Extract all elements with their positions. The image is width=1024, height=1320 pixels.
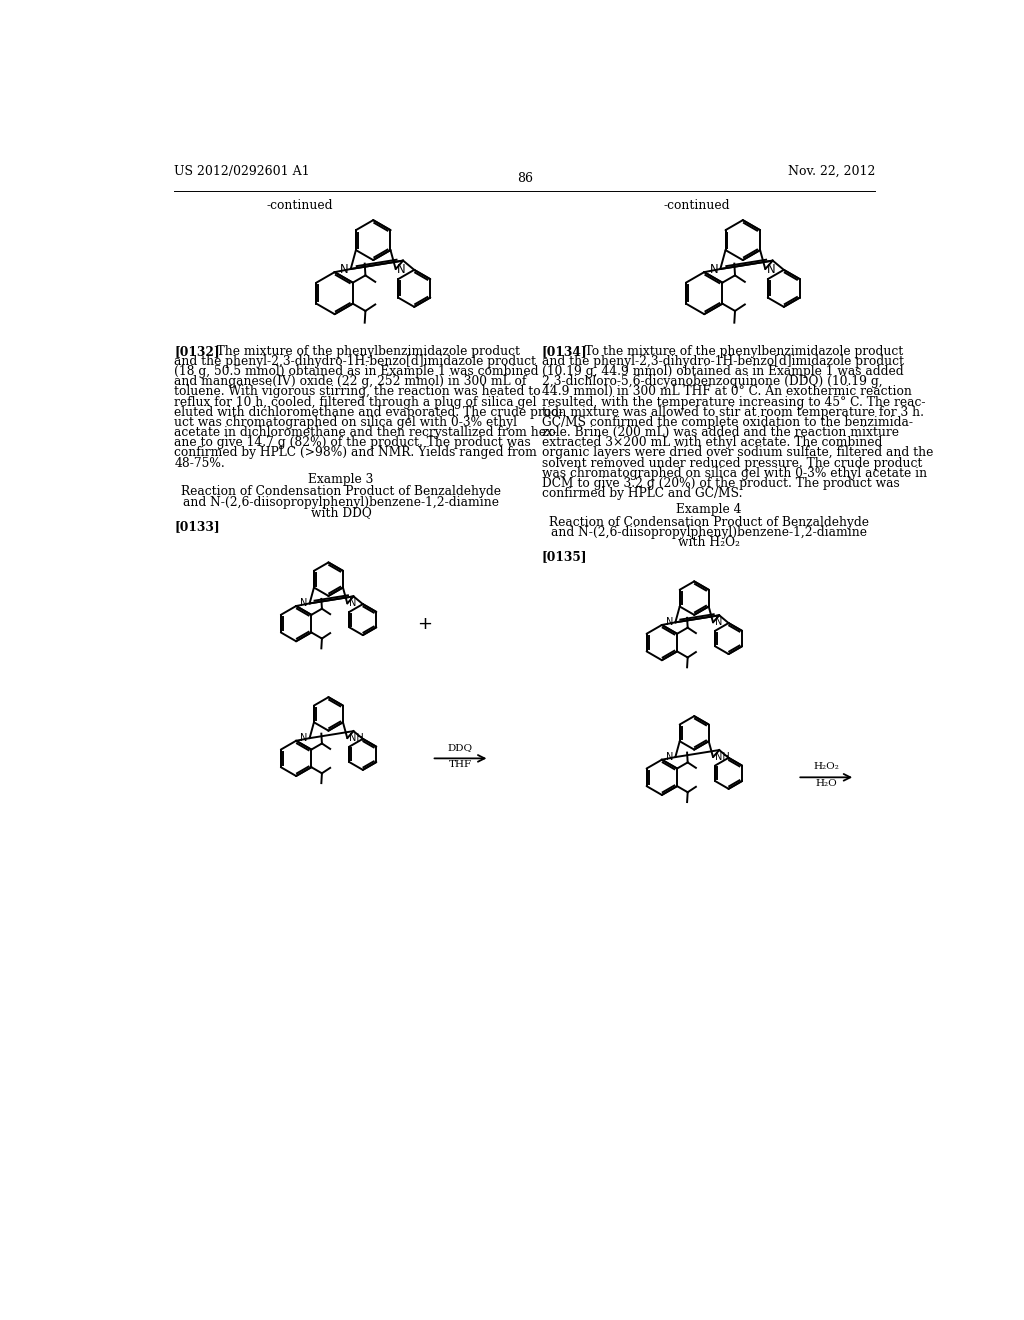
- Text: 44.9 mmol) in 300 mL THF at 0° C. An exothermic reaction: 44.9 mmol) in 300 mL THF at 0° C. An exo…: [542, 385, 911, 399]
- Text: and manganese(IV) oxide (22 g, 252 mmol) in 300 mL of: and manganese(IV) oxide (22 g, 252 mmol)…: [174, 375, 526, 388]
- Text: The mixture of the phenylbenzimidazole product: The mixture of the phenylbenzimidazole p…: [205, 345, 520, 358]
- Text: Nov. 22, 2012: Nov. 22, 2012: [787, 165, 876, 178]
- Text: -continued: -continued: [664, 199, 730, 213]
- Text: N: N: [710, 263, 718, 276]
- Text: [0135]: [0135]: [542, 550, 587, 564]
- Text: NH: NH: [715, 752, 729, 762]
- Text: eluted with dichloromethane and evaporated. The crude prod-: eluted with dichloromethane and evaporat…: [174, 405, 563, 418]
- Text: with DDQ: with DDQ: [310, 506, 372, 519]
- Text: -continued: -continued: [266, 199, 333, 213]
- Text: N: N: [666, 618, 673, 627]
- Text: acetate in dichloromethane and then recrystallized from hex-: acetate in dichloromethane and then recr…: [174, 426, 557, 440]
- Text: DCM to give 3.2 g (20%) of the product. The product was: DCM to give 3.2 g (20%) of the product. …: [542, 477, 899, 490]
- Text: [0133]: [0133]: [174, 520, 220, 533]
- Text: confirmed by HPLC and GC/MS.: confirmed by HPLC and GC/MS.: [542, 487, 742, 500]
- Text: GC/MS confirmed the complete oxidation to the benzimida-: GC/MS confirmed the complete oxidation t…: [542, 416, 912, 429]
- Text: (10.19 g, 44.9 mmol) obtained as in Example 1 was added: (10.19 g, 44.9 mmol) obtained as in Exam…: [542, 366, 903, 378]
- Text: 48-75%.: 48-75%.: [174, 457, 225, 470]
- Text: N: N: [349, 598, 356, 609]
- Text: uct was chromatographed on silica gel with 0-3% ethyl: uct was chromatographed on silica gel wi…: [174, 416, 517, 429]
- Text: reflux for 10 h, cooled, filtered through a plug of silica gel: reflux for 10 h, cooled, filtered throug…: [174, 396, 537, 409]
- Text: and the phenyl-2,3-dihydro-1H-benzo[d]imidazole product: and the phenyl-2,3-dihydro-1H-benzo[d]im…: [542, 355, 904, 368]
- Text: To the mixture of the phenylbenzimidazole product: To the mixture of the phenylbenzimidazol…: [572, 345, 903, 358]
- Text: THF: THF: [449, 760, 472, 770]
- Text: N: N: [715, 618, 722, 627]
- Text: US 2012/0292601 A1: US 2012/0292601 A1: [174, 165, 310, 178]
- Text: Reaction of Condensation Product of Benzaldehyde: Reaction of Condensation Product of Benz…: [181, 486, 501, 499]
- Text: ane to give 14.7 g (82%) of the product. The product was: ane to give 14.7 g (82%) of the product.…: [174, 436, 531, 449]
- Text: N: N: [300, 598, 307, 609]
- Text: N: N: [767, 263, 775, 276]
- Text: Example 3: Example 3: [308, 473, 374, 486]
- Text: and the phenyl-2,3-dihydro-1H-benzo[d]imidazole product: and the phenyl-2,3-dihydro-1H-benzo[d]im…: [174, 355, 537, 368]
- Text: +: +: [418, 615, 432, 632]
- Text: zole. Brine (200 mL) was added and the reaction mixture: zole. Brine (200 mL) was added and the r…: [542, 426, 899, 440]
- Text: toluene. With vigorous stirring, the reaction was heated to: toluene. With vigorous stirring, the rea…: [174, 385, 541, 399]
- Text: solvent removed under reduced pressure. The crude product: solvent removed under reduced pressure. …: [542, 457, 923, 470]
- Text: DDQ: DDQ: [447, 743, 473, 752]
- Text: NH: NH: [349, 733, 364, 743]
- Text: Reaction of Condensation Product of Benzaldehyde: Reaction of Condensation Product of Benz…: [549, 516, 869, 529]
- Text: N: N: [300, 733, 307, 743]
- Text: confirmed by HPLC (>98%) and NMR. Yields ranged from: confirmed by HPLC (>98%) and NMR. Yields…: [174, 446, 538, 459]
- Text: organic layers were dried over sodium sulfate, filtered and the: organic layers were dried over sodium su…: [542, 446, 933, 459]
- Text: extracted 3×200 mL with ethyl acetate. The combined: extracted 3×200 mL with ethyl acetate. T…: [542, 436, 882, 449]
- Text: N: N: [397, 263, 406, 276]
- Text: N: N: [340, 263, 348, 276]
- Text: [0132]: [0132]: [174, 345, 220, 358]
- Text: Example 4: Example 4: [677, 503, 742, 516]
- Text: (18 g, 50.5 mmol) obtained as in Example 1 was combined: (18 g, 50.5 mmol) obtained as in Example…: [174, 366, 539, 378]
- Text: resulted, with the temperature increasing to 45° C. The reac-: resulted, with the temperature increasin…: [542, 396, 926, 409]
- Text: 86: 86: [517, 173, 532, 185]
- Text: N: N: [666, 752, 673, 762]
- Text: 2,3-dichloro-5,6-dicyanobenzoquinone (DDQ) (10.19 g,: 2,3-dichloro-5,6-dicyanobenzoquinone (DD…: [542, 375, 883, 388]
- Text: and N-(2,6-diisopropylphenyl)benzene-1,2-diamine: and N-(2,6-diisopropylphenyl)benzene-1,2…: [183, 495, 499, 508]
- Text: and N-(2,6-diisopropylphenyl)benzene-1,2-diamine: and N-(2,6-diisopropylphenyl)benzene-1,2…: [551, 525, 867, 539]
- Text: [0134]: [0134]: [542, 345, 588, 358]
- Text: H₂O₂: H₂O₂: [813, 762, 840, 771]
- Text: was chromatographed on silica gel with 0-3% ethyl acetate in: was chromatographed on silica gel with 0…: [542, 467, 927, 479]
- Text: H₂O: H₂O: [815, 779, 838, 788]
- Text: with H₂O₂: with H₂O₂: [678, 536, 740, 549]
- Text: tion mixture was allowed to stir at room temperature for 3 h.: tion mixture was allowed to stir at room…: [542, 405, 924, 418]
